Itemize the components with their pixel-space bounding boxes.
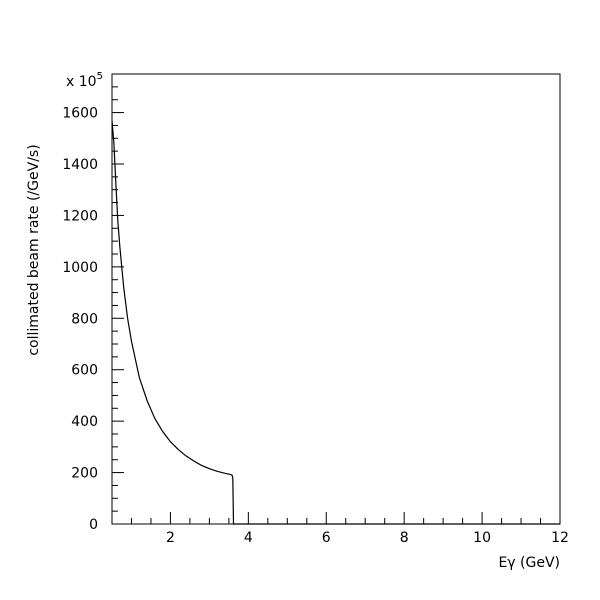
x-tick-label: 12	[551, 530, 569, 546]
y-tick-label: 200	[71, 466, 98, 482]
x-tick-label: 10	[473, 530, 491, 546]
y-tick-label: 400	[71, 414, 98, 430]
series-line	[111, 120, 560, 525]
x-tick-label: 6	[322, 530, 331, 546]
axis-ticks	[111, 73, 561, 525]
y-axis-label: collimated beam rate (/GeV/s)	[26, 144, 42, 355]
x-axis-label: Eγ (GeV)	[498, 555, 560, 571]
x-tick-label: 8	[400, 530, 409, 546]
y-tick-label: 600	[71, 363, 98, 379]
x-tick-label: 2	[166, 530, 175, 546]
x-tick-labels: 2 4 6 8 10 12	[166, 530, 569, 546]
scale-note-prefix: x 10	[66, 74, 97, 90]
y-tick-label: 800	[71, 311, 98, 327]
plot-frame	[111, 73, 561, 525]
y-tick-label: 1400	[62, 157, 98, 173]
y-tick-labels: 0 200 400 600 800 1000 1200 1400 1600	[62, 106, 98, 533]
y-tick-label: 1200	[62, 208, 98, 224]
scale-note-exponent: 5	[97, 71, 103, 82]
scale-note: x 105	[66, 71, 103, 90]
x-tick-label: 4	[244, 530, 253, 546]
y-tick-label: 1600	[62, 106, 98, 122]
y-tick-label: 1000	[62, 260, 98, 276]
y-tick-label: 0	[89, 517, 98, 533]
